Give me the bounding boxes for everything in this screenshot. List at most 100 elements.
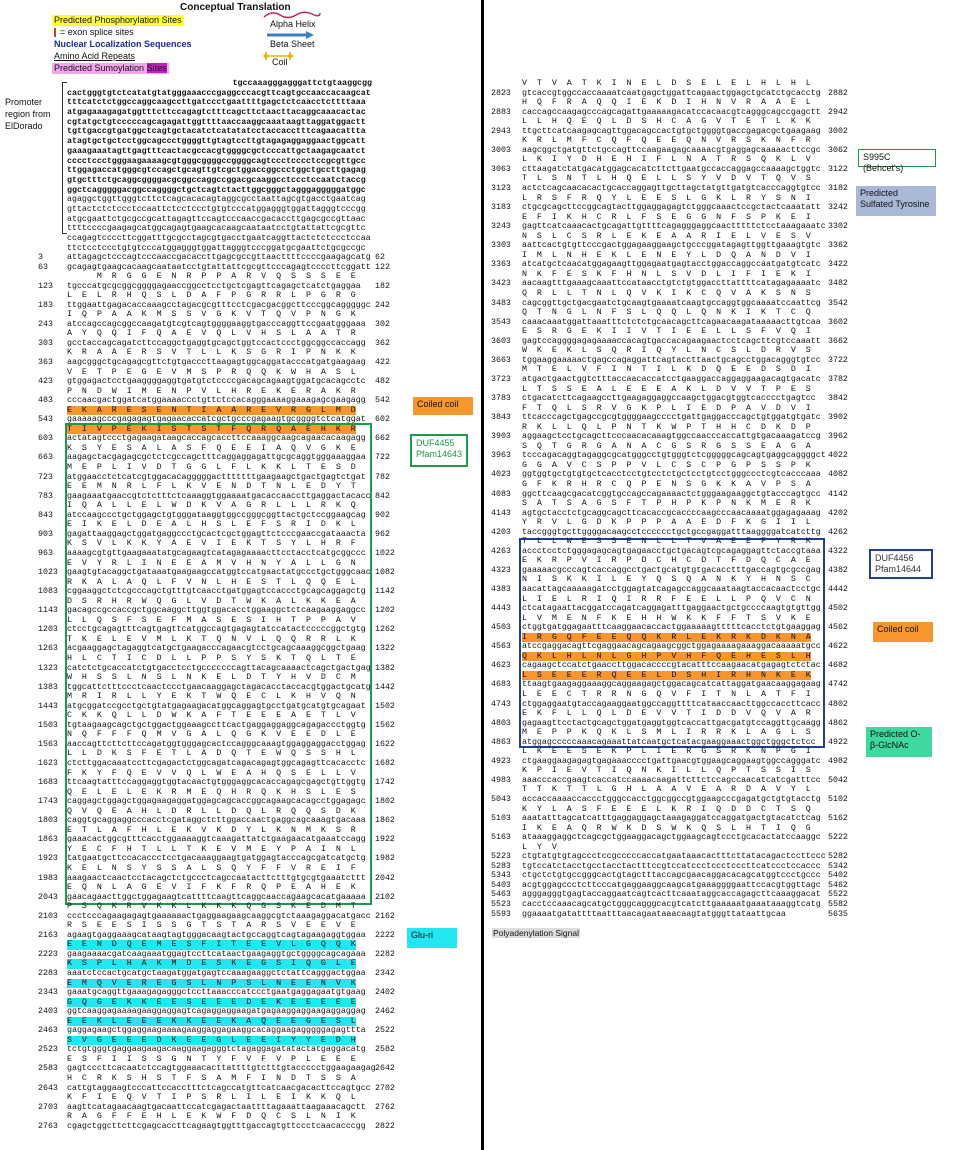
table-row: 4323 gaaaaacgcccagtcaccaggcctgactgcatgtgt… <box>491 566 891 576</box>
start-position: 2583 <box>38 1064 58 1074</box>
amino-acid-line: G Q G E K K E E S E E E D E K E E E E E <box>38 997 438 1008</box>
table-row: 5283 tgtccatctacctgcctacctactttccgtccatcc… <box>491 862 891 872</box>
table-row: 3483 cagcggttgctgacgaatctgcaagtgaaaatcaag… <box>491 299 891 309</box>
dna-sequence: ttcaagtatttccaggaggtggtacaactgtgggaggcac… <box>67 778 366 788</box>
table-row: 2703 aagttcatagaacaagtgacaattccatcgagacta… <box>38 1103 438 1113</box>
glu-rich-label: Glu-ri <box>407 928 457 948</box>
dna-sequence: cacctccaaacagcatgctgggcagggcacgtcatcttga… <box>522 900 821 910</box>
dna-sequence: ctggtgatggagaatttcaaggaacaccactggaaaaagt… <box>522 623 821 633</box>
end-position: 482 <box>375 377 390 387</box>
table-row: 3603 gagtccaggggagagaaaaccacagtgaccacagaa… <box>491 337 891 347</box>
table-row: 2583 gagtcccttcacaatctccagtggaaacacttattt… <box>38 1064 438 1074</box>
legend-alpha-helix: Alpha Helix <box>270 19 316 29</box>
amino-acid-line: T L S N T L H Q E L L S Y V D V T Q V S <box>491 174 891 184</box>
polyadenylation-label: Polyadenylation Signal <box>492 928 581 938</box>
end-position: 2642 <box>375 1064 395 1074</box>
dna-sequence: cccaacgactggatcatggaaaaccctgttctccacaggg… <box>67 396 366 406</box>
amino-acid-line: E I K E L D E A L H S L E F S R I D K L <box>38 520 438 530</box>
start-position: 4923 <box>491 756 511 766</box>
table-row: 4983 aaacccaccgaagtcaccatccaaaacaagattctt… <box>491 776 891 786</box>
start-position: 3543 <box>491 317 511 327</box>
amino-acid-sequence: R K L L Q L P N T K W P T H H C D K D P <box>522 422 811 432</box>
glcnac-label: Predicted O-β-GlcNAc <box>866 727 932 757</box>
dna-sequence: ctgacatcttcagaagccttgaagaggaggccaagctgga… <box>522 394 816 404</box>
dna-sequence: caaacaaatggattaaatttctctctgcaacagcttcaga… <box>522 317 821 327</box>
end-position: 1202 <box>375 606 395 616</box>
dna-sequence: cagcggttgctgacgaatctgcaagtgaaaatcaagtgcc… <box>522 298 821 308</box>
amino-acid-sequence: K R L M F C Q F Q E E Q N V R S K N F R <box>522 136 811 146</box>
end-position: 722 <box>375 453 390 463</box>
end-position: 2942 <box>828 107 848 117</box>
column-divider <box>481 0 484 1150</box>
end-position: 602 <box>375 415 390 425</box>
table-row: 603 actatagtccctgagaagataagcaccagcaccttcc… <box>38 434 438 444</box>
start-position: 543 <box>38 415 53 425</box>
promoter-line: gttactctctccctccaattctcctccctgtgtcccatgg… <box>67 204 366 214</box>
amino-acid-line: I R G Q F E E Q Q K R L E K R K D K N A <box>491 632 891 643</box>
dna-sequence: gacagccgccaccgctggcaaggcttggtggacacctgga… <box>67 606 366 616</box>
end-position: 1442 <box>375 682 395 692</box>
promoter-line: tttcatctctggccaggcaagccttgatccctgaattttg… <box>67 98 366 108</box>
amino-acid-sequence: E E N D Q E M E S F I T E E V L G Q Q K <box>67 940 356 950</box>
end-position: 2762 <box>375 1102 395 1112</box>
end-position: 182 <box>375 281 390 291</box>
start-position: 3003 <box>491 145 511 155</box>
start-position: 4263 <box>491 546 511 556</box>
dna-sequence: ctgaaggaagagagtgagaaacccctgattgaacgtggaa… <box>522 756 821 766</box>
dna-sequence: ttgcttcatcaagagcagttggacagccactgtgctgggg… <box>522 126 821 136</box>
start-position: 3423 <box>491 279 511 289</box>
amino-acid-sequence: E S F I I S S G N T Y F V F V P L E E E <box>67 1054 356 1064</box>
end-position: 542 <box>375 396 390 406</box>
amino-acid-sequence: L Y V <box>522 842 557 852</box>
amino-acid-sequence: K S Y E S A L A S F Q E E I A Q V G K E <box>67 443 356 453</box>
amino-acid-line: T L L W E S S E N L L T V A E E F Y R K <box>491 537 891 547</box>
amino-acid-sequence: A Y Q Q I F Q A E V Q L V H S L A A T R <box>67 329 356 339</box>
table-row: 2523 tctgtgggtgaggaagaagacaaggaagagggtcta… <box>38 1045 438 1055</box>
amino-acid-line: E V Y R L I N E E A M V H N Y A L L G N <box>38 559 438 569</box>
amino-acid-line: L V M E N F K E H H W K K F F T S V K E <box>491 614 891 624</box>
duf4456-name: DUF4456 <box>875 553 914 563</box>
start-position: 4623 <box>491 661 511 671</box>
end-position: 1502 <box>375 701 395 711</box>
amino-acid-sequence: K S V L K K Y A E V I E K T S Y L H R F <box>67 539 356 549</box>
dna-sequence: aggaagctcctgcagcttcccaacacaaagtggccaaccc… <box>522 432 821 442</box>
table-row: 4923 ctgaaggaagagagtgagaaacccctgattgaacgt… <box>491 757 891 767</box>
sulfated-tyrosine-label: Predicted Sulfated Tyrosine <box>856 186 936 216</box>
amino-acid-sequence: P S Q K R V K K L K K K Q G S K E D M T <box>67 902 356 912</box>
table-row: 3963 tcccagacaggtagaggcgcatgggcctgtgggtct… <box>491 451 891 461</box>
start-position: 3483 <box>491 298 511 308</box>
table-row: 1383 tggcattctttccctcaactccctgaacaaggagct… <box>38 683 438 693</box>
table-row: 4743 ctggaggaatgtaccagaaggaatggccaggttttc… <box>491 700 891 710</box>
amino-acid-line: K Y L A S F E E E L K R I Q D D C T S Q <box>491 805 891 815</box>
amino-acid-line: M E P P K Q K L S M L I R R K L A G L S <box>491 728 891 738</box>
dna-sequence: gaaatgcaggttgaaagagagggctccttaaacccatccc… <box>67 988 366 998</box>
start-position: 1263 <box>38 644 58 654</box>
dna-sequence: aacattagcaaaaagatcctggagtatcagagccaggcaa… <box>522 584 821 594</box>
legend-splice-label: = exon splice sites <box>60 27 134 37</box>
dna-sequence: aagcggctgatgttctgccagttccaagaagagcaaaacg… <box>522 145 821 155</box>
dna-sequence: gaaaaacgcccagtcaccaggcctgactgcatgtgtgaca… <box>522 565 821 575</box>
amino-acid-sequence: R A G F F E H L E K W F D Q C S L N I K <box>67 1112 356 1122</box>
dna-sequence: accaccaaaaccaccctgggccacctggcggccgtggaag… <box>522 795 821 805</box>
table-row: 1323 catctctgcaccatctgtgacctcctgcccccccag… <box>38 664 438 674</box>
dna-sequence: actctcagcaacacactgcaccaggagttgcttagctatg… <box>522 184 821 194</box>
start-position: 2163 <box>38 930 58 940</box>
table-row: 2823 gtcaccgtggccaccaaaatcaatgagctggattca… <box>491 89 891 99</box>
amino-acid-line: D S R H R W Q G L V D T W K A L K K E A <box>38 597 438 607</box>
table-row: 3 attagagctcccagtcccaaccgacaccttgagcgccgt… <box>38 253 438 263</box>
dna-sequence: cagaagctccatctgaaccttggacaccccgtacatttcc… <box>522 661 821 671</box>
amino-acid-sequence: T T K T T L G H L A A V E A R D A V Y L <box>522 785 811 795</box>
amino-acid-sequence: N S L C S R L E K E A A R I E L V E S V <box>522 231 811 241</box>
table-row: 4863 atggagcccccaaacagaaattatcaatgctcatac… <box>491 738 891 748</box>
table-row: 63 gcagagtgaagcacaagcaataatcctgtattattcgc… <box>38 263 438 273</box>
start-position: 5223 <box>491 852 511 862</box>
promoter-line: tgttgaccgtgatggctcagtgctacatctcatatatcct… <box>67 127 366 137</box>
end-position: 2342 <box>375 969 395 979</box>
amino-acid-line: Y E C F H T L L T K E V M E Y P A I N L <box>38 845 438 855</box>
amino-acid-sequence: H C R K S H S T F S A M F I N D T S S A <box>67 1074 356 1084</box>
end-position: 1382 <box>375 663 395 673</box>
end-position: 2822 <box>375 1121 395 1131</box>
amino-acid-sequence: E Q N L A G E V I F K F R Q P E A H E K <box>67 883 356 893</box>
amino-acid-sequence: E K F L L Q L D E V V T I D D V Q V A R <box>522 709 811 719</box>
start-position: 5103 <box>491 814 511 824</box>
